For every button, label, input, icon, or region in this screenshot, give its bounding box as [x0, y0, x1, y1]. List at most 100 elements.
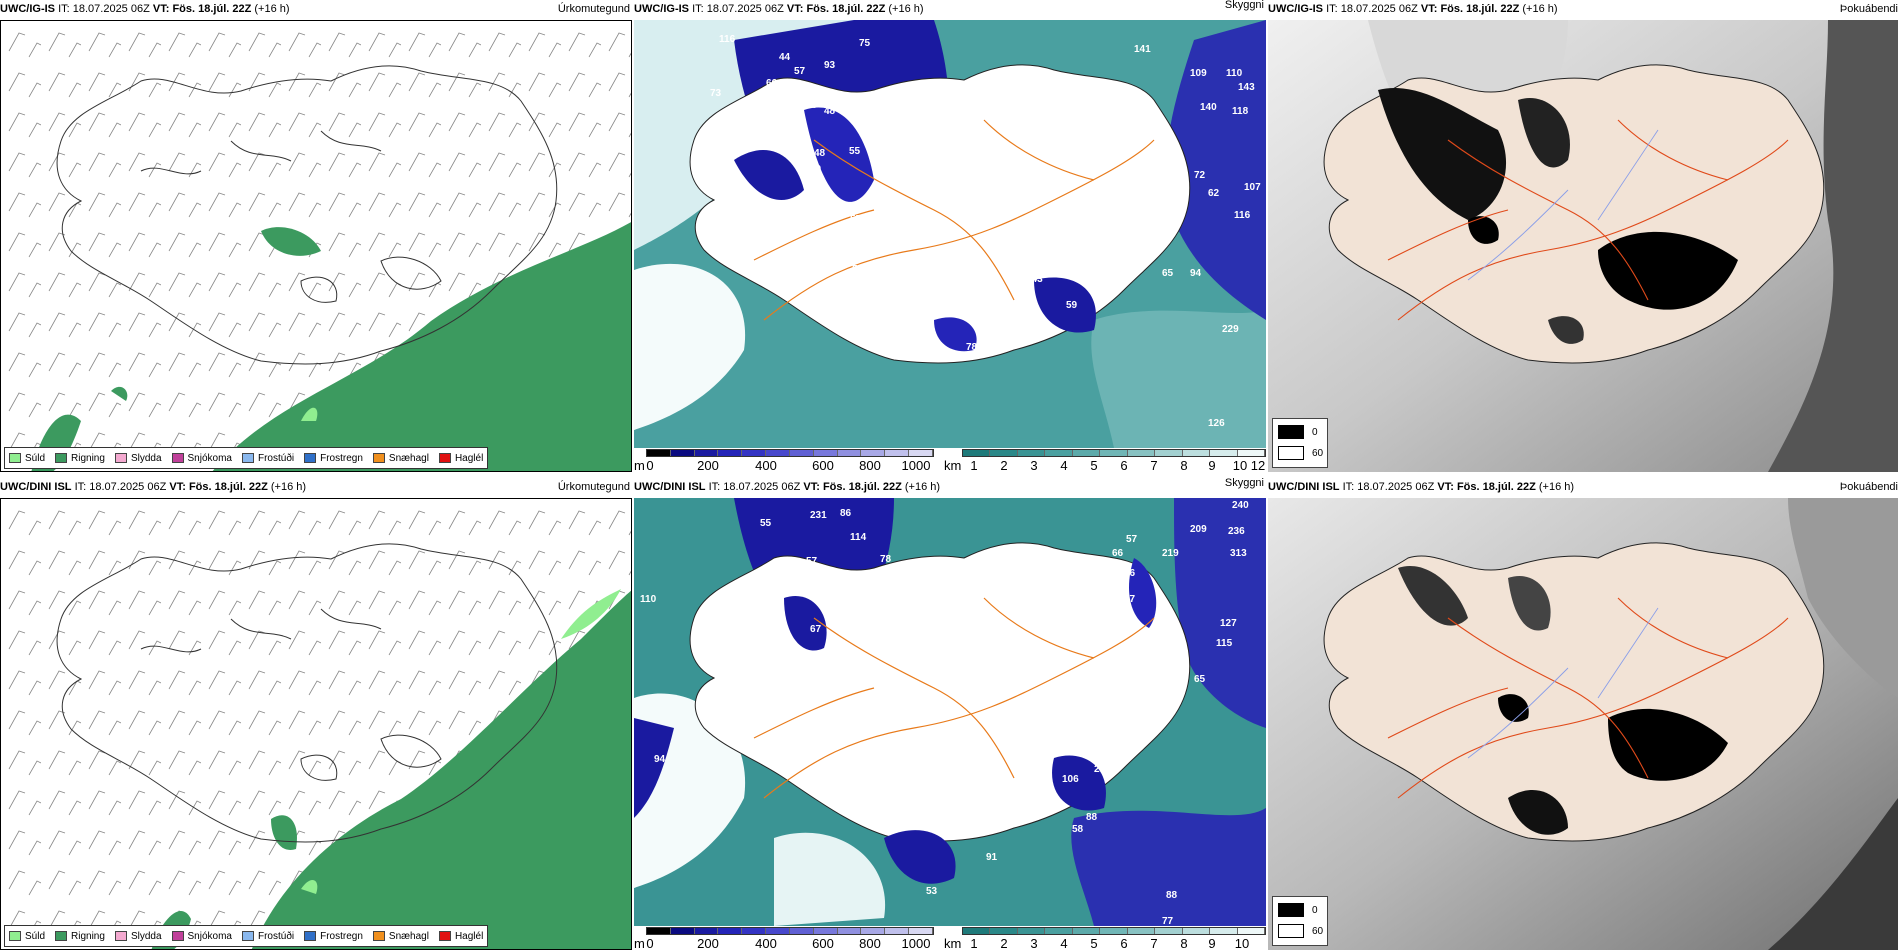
ceiling-label: 55 [784, 136, 796, 147]
ceiling-label: 69 [1089, 286, 1101, 297]
colorbar-tick: 1000 [901, 936, 931, 951]
map-visibility[interactable]: 116 75 44 93 57 48 72 57 67 48 48 55 77 … [634, 20, 1266, 448]
cloud-base-colorbar: m 0 200 400 600 800 1000 [634, 926, 934, 951]
legend-item-drizzle: Súld [9, 453, 45, 464]
legend-item-sleet: Slydda [114, 931, 162, 942]
colorbar-tick: 4 [1060, 936, 1068, 951]
ceiling-label: 57 [794, 66, 806, 77]
colorbar-tick: 200 [697, 458, 719, 473]
colorbar-tick: 1 [970, 936, 978, 951]
ceiling-label: 72 [882, 92, 894, 103]
panel-title: UWC/IG-IS IT: 18.07.2025 06Z VT: Fös. 18… [1268, 0, 1900, 18]
precip-type-legend: Súld Rigning Slydda Snjókoma Frostúði Fr… [4, 925, 489, 947]
map-precip-type[interactable]: Súld Rigning Slydda Snjókoma Frostúði Fr… [0, 20, 632, 472]
panel-igis-fog-index: UWC/IG-IS IT: 18.07.2025 06Z VT: Fös. 18… [1268, 0, 1900, 472]
legend-item-rain: Rigning [55, 453, 105, 464]
legend-item-freezing-drizzle: Frostúði [241, 453, 294, 464]
colorbar-tick: 12 [1250, 458, 1266, 473]
ceiling-label: 343 [1026, 274, 1043, 285]
ceiling-label: 72 [942, 704, 954, 715]
colorbar-tick: 600 [812, 458, 834, 473]
ceiling-label: 57 [820, 566, 832, 577]
panel-field-name: Þokuábendi [1839, 3, 1898, 15]
legend-item-snow: Snjókoma [171, 931, 232, 942]
ceiling-label: 55 [849, 146, 861, 157]
ceiling-label: 95 [1102, 272, 1114, 283]
ceiling-label: 62 [1208, 188, 1220, 199]
ceiling-label: 114 [850, 532, 867, 543]
ceiling-label: 48 [824, 106, 836, 117]
colorbar-tick: 7 [1150, 458, 1158, 473]
ceiling-label: 75 [859, 38, 871, 49]
panel-title: UWC/IG-IS IT: 18.07.2025 06Z VT: Fös. 18… [0, 0, 632, 18]
ceiling-label: 76 [1124, 568, 1136, 579]
colorbar-tick: 200 [697, 936, 719, 951]
ceiling-label: 57 [874, 170, 886, 181]
cloud-base-colorbar: m 0 200 400 600 800 1000 [634, 448, 934, 473]
ceiling-label: 236 [1228, 526, 1245, 537]
ceiling-label: 72 [888, 650, 900, 661]
panel-field-name: Þokuábendi [1839, 481, 1898, 493]
ceiling-label: 91 [986, 852, 998, 863]
colorbar-tick: 8 [1180, 458, 1188, 473]
ceiling-label: 65 [1162, 268, 1174, 279]
fog-index-legend: 0 60 [1272, 896, 1328, 946]
legend-item-freezing-rain: Frostregn [304, 931, 363, 942]
legend-item-snow: Snjókoma [171, 453, 232, 464]
panel-field-name: Skyggni [1224, 477, 1264, 489]
ceiling-label: 141 [1134, 44, 1151, 55]
colorbar-tick: 1000 [901, 458, 931, 473]
colorbar-unit: km [944, 458, 962, 473]
ceiling-label: 66 [766, 78, 778, 89]
colorbar-tick: 400 [755, 936, 777, 951]
fog-index-legend: 0 60 [1272, 418, 1328, 468]
ceiling-label: 67 [902, 108, 914, 119]
ceiling-label: 48 [806, 100, 818, 111]
panel-igis-precip-type: UWC/IG-IS IT: 18.07.2025 06Z VT: Fös. 18… [0, 0, 632, 472]
ceiling-label: 116 [1234, 210, 1251, 221]
panel-field-name: Skyggni [1224, 0, 1264, 11]
colorbar-tick: 0 [646, 936, 654, 951]
visibility-map-svg: 116 75 44 93 57 48 72 57 67 48 48 55 77 … [634, 20, 1266, 448]
ceiling-label: 106 [1062, 774, 1079, 785]
ceiling-label: 57 [1124, 594, 1136, 605]
ceiling-label: 57 [988, 346, 1000, 357]
map-fog-index[interactable]: 0 60 [1268, 498, 1898, 950]
ceiling-label: 88 [1166, 890, 1178, 901]
legend-item-rain: Rigning [55, 931, 105, 942]
colorbar-tick: 3 [1030, 458, 1038, 473]
colorbar-tick: 5 [1090, 936, 1098, 951]
colorbar-tick: 2 [1000, 936, 1008, 951]
ceiling-label: 73 [710, 88, 722, 99]
ceiling-label: 67 [810, 624, 822, 635]
colorbar-tick: 800 [859, 458, 881, 473]
legend-item-freezing-rain: Frostregn [304, 453, 363, 464]
ceiling-label: 53 [926, 886, 938, 897]
colorbar-tick: 9 [1208, 936, 1216, 951]
panel-field-name: Úrkomutegund [557, 481, 630, 493]
ceiling-label: 93 [824, 60, 836, 71]
ceiling-label: 229 [1222, 324, 1239, 335]
legend-item-hail: Haglél [438, 453, 483, 464]
ceiling-label: 94 [1190, 268, 1202, 279]
legend-item-snow-pellets: Snæhagl [372, 931, 429, 942]
ceiling-label: 240 [1232, 500, 1249, 511]
legend-item-drizzle: Súld [9, 931, 45, 942]
ceiling-label: 143 [1238, 82, 1255, 93]
precip-map-svg [1, 21, 631, 471]
panel-field-name: Úrkomutegund [557, 3, 630, 15]
ceiling-label: 57 [1126, 534, 1138, 545]
panel-dini-visibility: UWC/DINI ISL IT: 18.07.2025 06Z VT: Fös.… [634, 477, 1266, 951]
ceiling-label: 51 [830, 210, 842, 221]
fog-map-svg [1268, 20, 1898, 472]
ceiling-label: 48 [952, 250, 964, 261]
map-fog-index[interactable]: 0 60 [1268, 20, 1898, 472]
visibility-colorbar: km 1 2 3 4 5 6 7 8 9 10 [944, 926, 1266, 951]
map-precip-type[interactable]: Súld Rigning Slydda Snjókoma Frostúði Fr… [0, 498, 632, 950]
ceiling-label: 237 [1094, 764, 1111, 775]
visibility-colorbar: km 1 2 3 4 5 6 7 8 9 10 12 [944, 448, 1266, 473]
panel-dini-precip-type: UWC/DINI ISL IT: 18.07.2025 06Z VT: Fös.… [0, 478, 632, 950]
map-visibility[interactable]: 55 231 86 114 57 78 57 67 86 72 107 72 1… [634, 498, 1266, 926]
ceiling-label: 313 [1230, 548, 1247, 559]
ceiling-label: 116 [719, 34, 736, 45]
